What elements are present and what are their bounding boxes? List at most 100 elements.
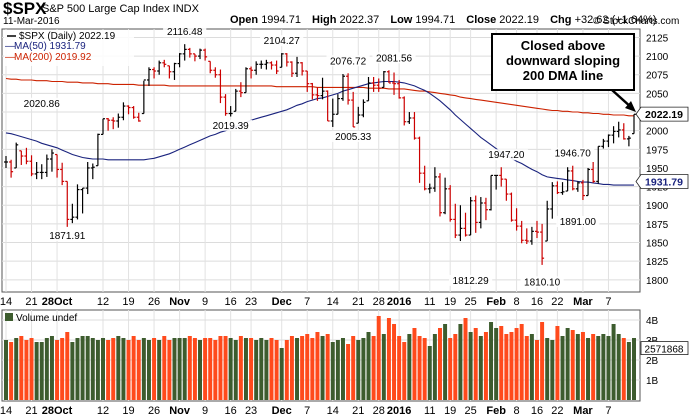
price-bar <box>432 167 437 192</box>
price-bar <box>131 106 136 119</box>
x-tick-label: 23 <box>245 405 257 417</box>
callout-bg <box>163 26 207 38</box>
price-bar <box>162 59 167 68</box>
x-tick-label: 7 <box>605 405 611 417</box>
price-bar <box>106 117 111 131</box>
x-tick-label: 26 <box>148 405 160 417</box>
volume-label: Volume undef <box>16 313 77 324</box>
chg-value: +32.62 (+1.64%) <box>574 14 657 26</box>
x-tick-label: 28Oct <box>42 296 73 308</box>
volume-bar <box>55 340 60 400</box>
close-value: 2022.19 <box>499 14 540 26</box>
price-bar <box>243 67 248 94</box>
volume-bar <box>24 340 29 400</box>
price-callout: 1946.70 <box>555 149 592 160</box>
callout-bg <box>20 97 64 109</box>
price-bar <box>254 61 259 75</box>
price-bar <box>223 94 228 116</box>
volume-bar <box>95 340 100 400</box>
price-bar <box>330 98 335 127</box>
callout-bg <box>556 215 600 227</box>
legend-ma200: MA(200) 2019.92 <box>14 52 92 63</box>
low-label: Low <box>390 14 413 26</box>
x-tick-label: 28 <box>373 296 385 308</box>
price-bar <box>157 60 162 75</box>
price-bar <box>361 99 366 118</box>
high-value: 2022.37 <box>339 14 380 26</box>
x-tick-label: Mar <box>573 405 593 417</box>
volume-bar <box>208 338 213 400</box>
volume-bar <box>437 328 442 400</box>
x-tick-label: Mar <box>573 296 593 308</box>
price-bar <box>606 134 611 148</box>
price-bar <box>111 117 116 130</box>
x-tick-label: 11 <box>424 296 435 308</box>
price-bar <box>198 48 203 60</box>
volume-bar <box>509 332 514 400</box>
volume-bar <box>376 316 381 400</box>
callout-bg <box>484 149 528 161</box>
x-tick-label: 16 <box>225 296 237 308</box>
volume-tick-label: 2B <box>646 356 659 367</box>
price-bar <box>146 67 151 86</box>
volume-bar <box>616 334 621 400</box>
price-bar <box>218 69 223 104</box>
volume-bar <box>172 338 177 400</box>
volume-bar <box>101 338 105 400</box>
price-bar <box>529 226 534 245</box>
price-bar <box>203 48 208 61</box>
volume-bar <box>85 336 90 400</box>
x-tick-label: Nov <box>169 405 191 417</box>
annotation-line: 200 DMA line <box>523 68 603 83</box>
price-bar <box>315 87 320 101</box>
volume-bar <box>499 326 504 400</box>
volume-bar <box>325 334 330 400</box>
volume-bar <box>478 336 483 400</box>
price-bar <box>417 136 422 183</box>
price-bar <box>611 126 616 144</box>
price-bar <box>85 161 90 195</box>
price-bar <box>167 65 172 79</box>
volume-bar <box>346 344 351 400</box>
volume-bar <box>392 324 397 400</box>
price-callout: 2005.33 <box>335 132 372 143</box>
x-tick-label: 7 <box>304 405 310 417</box>
annotation-line: downward sloping <box>506 53 620 68</box>
price-callout: 2076.72 <box>330 56 367 67</box>
callout-bg <box>551 147 595 159</box>
price-bar <box>300 62 305 76</box>
volume-bar <box>136 340 141 400</box>
price-callout: 2020.86 <box>24 99 61 110</box>
price-bar <box>310 82 315 100</box>
x-tick-label: 25 <box>464 296 476 308</box>
price-bar <box>453 203 458 239</box>
x-tick-label: Dec <box>272 405 292 417</box>
volume-bar <box>192 338 197 400</box>
price-bar <box>371 76 376 92</box>
volume-bar <box>152 338 157 400</box>
volume-bar <box>412 328 417 400</box>
price-bar <box>443 177 448 215</box>
volume-bar <box>167 340 172 400</box>
price-bar <box>80 187 85 214</box>
volume-bar <box>243 338 248 400</box>
y-tick-label: 1900 <box>646 201 669 212</box>
price-bar <box>289 61 294 77</box>
volume-bar <box>427 346 432 400</box>
price-bar <box>55 153 60 178</box>
price-bar <box>238 82 243 98</box>
price-bar <box>152 67 157 79</box>
x-tick-label: 8 <box>514 405 520 417</box>
volume-bar <box>295 338 300 400</box>
x-tick-label: 23 <box>245 296 257 308</box>
volume-bar <box>371 336 376 400</box>
price-bar <box>601 138 606 149</box>
volume-bar <box>310 338 315 400</box>
x-tick-label: Feb <box>486 296 506 308</box>
y-tick-label: 2050 <box>646 89 669 100</box>
price-bar <box>407 112 412 124</box>
callout-bg <box>326 55 370 67</box>
volume-bar <box>198 340 203 400</box>
price-bar <box>596 145 601 184</box>
price-bar <box>325 90 330 122</box>
